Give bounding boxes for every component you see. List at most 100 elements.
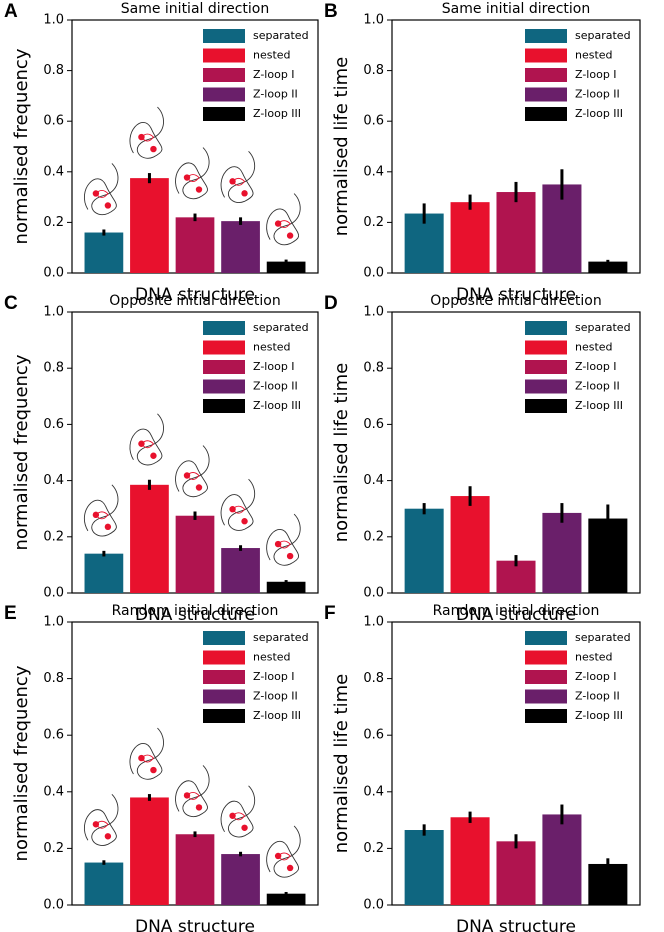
- loop-dot: [241, 190, 248, 197]
- y-tick-label: 0.2: [43, 841, 64, 856]
- loop-dot: [92, 821, 100, 828]
- legend-label: nested: [575, 651, 613, 664]
- legend-label: nested: [575, 49, 613, 62]
- loop-sketch-red: [95, 511, 109, 520]
- loop-dot: [92, 511, 100, 519]
- y-tick-label: 1.0: [363, 13, 384, 28]
- loop-sketch-red: [95, 820, 109, 829]
- loop-sketch: [266, 825, 301, 878]
- panel-letter: B: [324, 1, 338, 22]
- legend-label: Z-loop III: [575, 709, 623, 722]
- panel-letter: E: [4, 603, 17, 624]
- bar: [450, 817, 490, 905]
- loop-sketch-red: [277, 220, 291, 229]
- y-tick-label: 0.8: [363, 671, 384, 686]
- legend-swatch: [203, 709, 245, 723]
- y-tick-label: 0.0: [363, 898, 384, 913]
- loop-dot: [241, 824, 248, 831]
- bar: [130, 178, 169, 273]
- loop-dot: [138, 754, 145, 762]
- y-tick-label: 0.6: [363, 728, 384, 743]
- legend-swatch: [525, 340, 567, 355]
- legend-label: Z-loop I: [575, 68, 617, 81]
- y-tick-label: 1.0: [43, 13, 64, 28]
- x-axis-label: DNA structure: [135, 605, 255, 625]
- loop-sketch: [175, 147, 210, 200]
- loop-dot: [150, 145, 157, 153]
- y-axis-label: normalised frequency: [11, 48, 32, 244]
- legend-label: separated: [575, 321, 631, 334]
- loop-dot: [195, 186, 203, 193]
- bar: [404, 508, 444, 593]
- loop-sketch: [83, 484, 119, 537]
- x-axis-label: DNA structure: [135, 917, 255, 932]
- bar: [266, 581, 306, 593]
- loop-sketch-red: [277, 852, 291, 861]
- bar: [588, 863, 628, 905]
- panel-title: Same initial direction: [121, 1, 269, 17]
- bar: [496, 192, 536, 273]
- y-tick-label: 0.0: [43, 898, 64, 913]
- legend-swatch: [203, 87, 245, 102]
- legend-label: Z-loop I: [575, 360, 617, 373]
- loop-dot: [150, 452, 157, 459]
- bar: [175, 834, 215, 905]
- loop-sketch-red: [186, 472, 200, 480]
- x-axis-label: DNA structure: [456, 285, 576, 305]
- legend-label: Z-loop II: [575, 690, 620, 703]
- loop-dot: [229, 506, 236, 513]
- loop-sketch: [175, 445, 210, 498]
- loop-sketch: [129, 106, 164, 159]
- bar: [542, 512, 582, 593]
- y-tick-label: 1.0: [43, 305, 64, 320]
- y-tick-label: 1.0: [363, 615, 384, 630]
- legend-swatch: [525, 107, 567, 121]
- y-tick-label: 0.2: [363, 529, 384, 544]
- legend-swatch: [525, 321, 567, 335]
- legend-swatch: [525, 709, 567, 723]
- legend-label: separated: [575, 631, 631, 644]
- bar: [266, 261, 306, 273]
- loop-sketch-red: [141, 133, 155, 142]
- bar: [450, 496, 490, 593]
- bar: [221, 854, 260, 905]
- y-tick-label: 0.2: [363, 841, 384, 856]
- bar: [404, 830, 444, 905]
- loop-sketch-red: [95, 190, 109, 198]
- loop-sketch: [129, 727, 164, 780]
- legend-swatch: [203, 399, 245, 413]
- legend-label: separated: [253, 631, 309, 644]
- legend-swatch: [203, 321, 245, 335]
- y-tick-label: 0.4: [43, 473, 64, 488]
- legend-label: Z-loop III: [253, 107, 301, 120]
- loop-sketch: [175, 765, 210, 818]
- legend-label: Z-loop I: [253, 670, 295, 683]
- legend-label: Z-loop II: [253, 380, 298, 393]
- legend-swatch: [203, 29, 245, 43]
- loop-dot: [286, 232, 294, 239]
- panel-title: Random initial direction: [112, 603, 279, 619]
- y-axis-label: normalised frequency: [11, 354, 32, 550]
- legend-swatch: [525, 399, 567, 413]
- legend-swatch: [525, 360, 567, 374]
- loop-dot: [274, 220, 282, 227]
- legend-label: Z-loop III: [253, 709, 301, 722]
- loop-dot: [183, 174, 191, 181]
- loop-sketch-red: [141, 440, 155, 449]
- panel-title: Opposite initial direction: [109, 293, 280, 309]
- legend-label: Z-loop II: [253, 88, 298, 101]
- y-axis-label: normalised life time: [331, 363, 352, 542]
- bar: [221, 548, 260, 593]
- panel-title: Opposite initial direction: [430, 293, 601, 309]
- y-tick-label: 0.4: [363, 473, 384, 488]
- legend-label: Z-loop II: [575, 88, 620, 101]
- loop-dot: [286, 864, 294, 872]
- y-tick-label: 0.2: [43, 529, 64, 544]
- y-tick-label: 0.8: [363, 63, 384, 78]
- loop-sketch-red: [232, 505, 246, 514]
- loop-sketch: [129, 413, 164, 466]
- loop-dot: [92, 190, 100, 197]
- bar: [130, 797, 169, 905]
- loop-dot: [138, 133, 145, 141]
- y-tick-label: 0.8: [363, 361, 384, 376]
